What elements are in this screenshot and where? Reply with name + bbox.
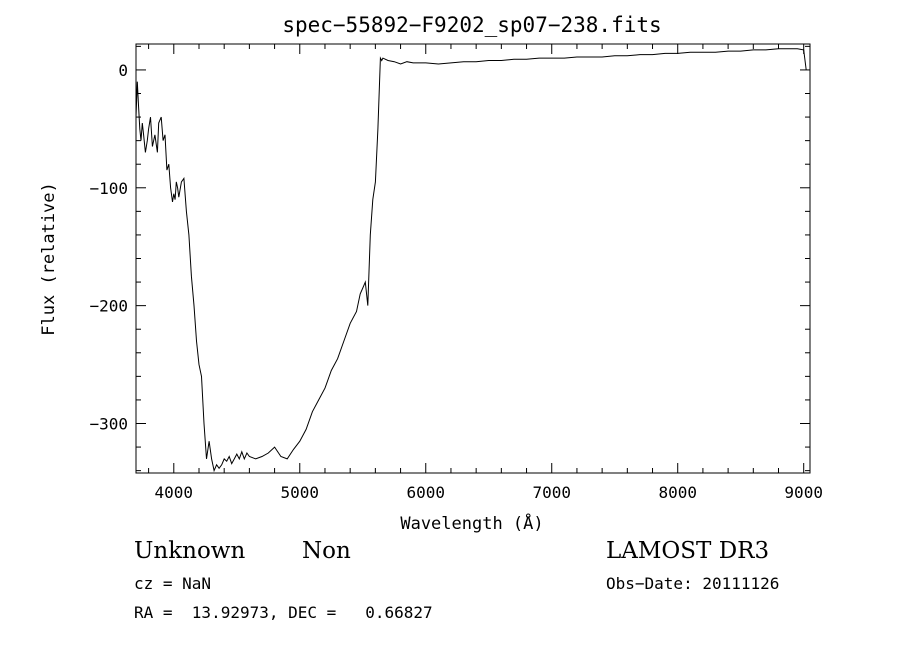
x-tick-label: 5000 [281,483,320,502]
x-tick-labels: 4000 5000 6000 7000 8000 9000 [155,483,823,502]
obs-date-text: Obs−Date: 20111126 [606,574,780,593]
y-tick-label: −300 [89,415,128,434]
x-tick-label: 9000 [784,483,823,502]
y-tick-label: 0 [118,61,128,80]
object-subclass: Non [302,538,351,564]
x-tick-label: 6000 [406,483,445,502]
chart-title: spec−55892−F9202_sp07−238.fits [282,13,661,37]
y-axis-label: Flux (relative) [39,182,59,336]
x-tick-label: 4000 [155,483,194,502]
y-tick-label: −100 [89,179,128,198]
y-tick-labels: 0 −100 −200 −300 [89,61,128,434]
flux-series-line [135,48,807,473]
x-tick-label: 7000 [532,483,571,502]
redshift-text: cz = NaN [134,574,212,593]
plot-frame [135,43,811,474]
x-tick-label: 8000 [658,483,697,502]
survey-label: LAMOST DR3 [606,538,770,564]
axis-ticks [136,44,810,473]
y-tick-label: −200 [89,297,128,316]
object-class: Unknown [134,538,246,564]
coordinates-text: RA = 13.92973, DEC = 0.66827 [134,603,433,622]
x-axis-label: Wavelength (Å) [400,512,543,534]
